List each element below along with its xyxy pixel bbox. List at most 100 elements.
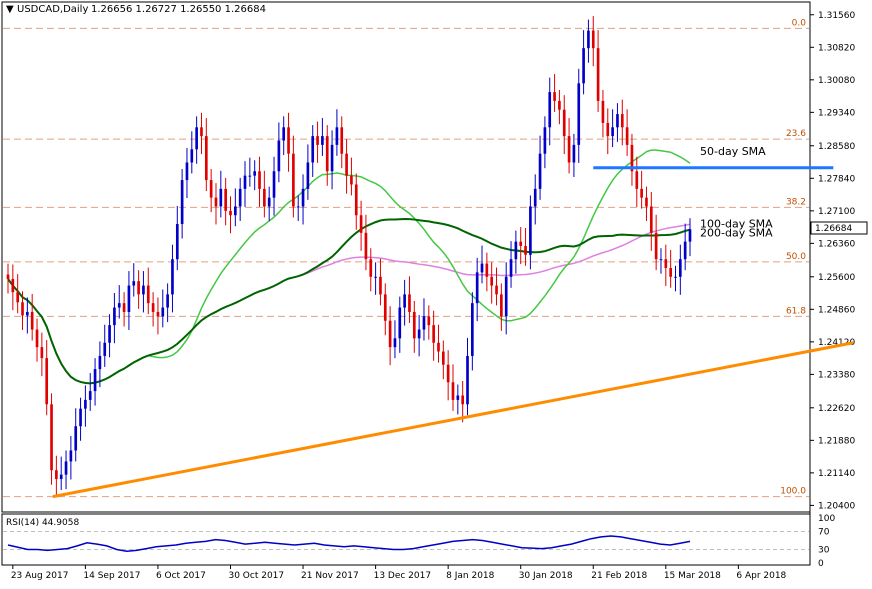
candle-body — [224, 188, 227, 211]
price-tick-label: 1.26360 — [818, 239, 855, 249]
candle-body — [422, 316, 426, 330]
candle-body — [654, 232, 658, 260]
time-tick-label: 21 Nov 2017 — [301, 571, 359, 581]
candle-body — [601, 100, 605, 123]
candle-body — [142, 285, 145, 295]
time-tick-label: 21 Feb 2018 — [591, 571, 647, 581]
sma-50-annotation: 50-day SMA — [700, 145, 766, 158]
candle-body — [504, 276, 508, 317]
candle-body — [674, 276, 677, 278]
time-tick-label: 30 Oct 2017 — [228, 571, 284, 581]
candle-body — [620, 114, 624, 128]
candle-body — [461, 395, 464, 405]
candle-body — [108, 325, 111, 343]
candle-body — [495, 285, 498, 295]
candle-body — [664, 259, 668, 268]
candle-body — [388, 320, 392, 348]
candle-body — [161, 307, 165, 317]
candle-body — [93, 369, 97, 392]
candle-body — [248, 175, 252, 177]
candle-body — [446, 364, 450, 383]
candle-body — [132, 281, 136, 286]
candle-body — [26, 311, 29, 316]
time-axis: 23 Aug 2017 14 Sep 2017 6 Oct 2017 30 Oct 2… — [11, 565, 787, 581]
candle-body — [117, 303, 121, 308]
candle-body — [529, 206, 532, 255]
candle-body — [678, 259, 682, 277]
candle-body — [335, 127, 339, 145]
time-tick-label: 14 Sep 2017 — [83, 571, 140, 581]
candle-body — [64, 461, 68, 475]
candle-body — [640, 188, 643, 198]
candle-body — [219, 188, 223, 207]
candle-body — [456, 395, 460, 400]
price-tick-label: 1.22620 — [818, 404, 855, 414]
candle-body — [287, 127, 290, 154]
symbol-label: USDCAD,Daily — [17, 4, 88, 15]
candle-body — [204, 136, 208, 181]
chart-dropdown-icon[interactable]: ▼ — [6, 4, 14, 15]
candle-body — [548, 92, 552, 128]
candle-body — [437, 342, 440, 352]
candle-body — [596, 48, 600, 101]
candle-body — [171, 259, 174, 295]
fib-label: 23.6 — [786, 129, 806, 139]
candle-body — [645, 197, 648, 207]
main-plot-frame — [1, 1, 811, 513]
candle-body — [572, 144, 576, 163]
candle-body — [98, 355, 102, 370]
rsi-level-label: 30 — [818, 546, 830, 556]
candle-body — [316, 136, 319, 145]
candle-body — [432, 325, 435, 343]
price-tick-label: 1.28580 — [818, 142, 855, 152]
candle-body — [214, 197, 218, 207]
candle-body — [514, 241, 518, 260]
candle-body — [50, 404, 53, 471]
candle-body — [229, 210, 232, 216]
candle-body — [427, 316, 431, 326]
support-trend-line[interactable] — [52, 341, 854, 499]
rsi-panel-frame — [1, 513, 811, 566]
candle-body — [243, 175, 247, 189]
candle-body — [466, 355, 469, 405]
candle-body — [122, 303, 126, 312]
candle-body — [190, 149, 194, 163]
price-axis: 1.31560 1.30820 1.30080 1.29340 1.28580 1.278… — [810, 11, 855, 511]
candle-body — [258, 171, 261, 189]
candle-body — [30, 311, 34, 330]
candle-body — [519, 241, 523, 247]
candle-body — [88, 391, 92, 400]
sma100-path — [7, 217, 691, 385]
candle-body — [282, 127, 286, 141]
candle-body — [6, 274, 10, 279]
candle-body — [635, 171, 639, 189]
candle-body — [591, 30, 595, 49]
price-tick-label: 1.23380 — [818, 370, 855, 380]
candle-body — [59, 474, 63, 480]
candle-body — [277, 140, 281, 172]
candle-body — [267, 197, 271, 207]
candle-body — [475, 272, 479, 304]
current-price-label: 1.26684 — [815, 224, 852, 234]
rsi-line — [7, 535, 691, 553]
candle-body — [611, 127, 614, 137]
candle-body — [311, 136, 315, 163]
price-tick-label: 1.24120 — [818, 338, 855, 348]
candle-body — [587, 30, 590, 49]
time-tick-label: 30 Jan 2018 — [519, 571, 573, 581]
candle-body — [156, 311, 160, 317]
candle-body — [40, 347, 44, 359]
fib-label: 38.2 — [786, 197, 806, 207]
candle-body — [74, 426, 78, 451]
price-tick-label: 1.31560 — [818, 11, 855, 21]
candle-body — [524, 246, 527, 255]
price-tick-label: 1.20400 — [818, 501, 855, 511]
candle-body — [688, 229, 692, 242]
rsi-level-label: 0 — [818, 559, 824, 569]
candle-body — [379, 276, 382, 295]
candle-body — [533, 188, 537, 207]
fib-label: 0.0 — [792, 18, 807, 28]
candle-body — [490, 276, 494, 286]
